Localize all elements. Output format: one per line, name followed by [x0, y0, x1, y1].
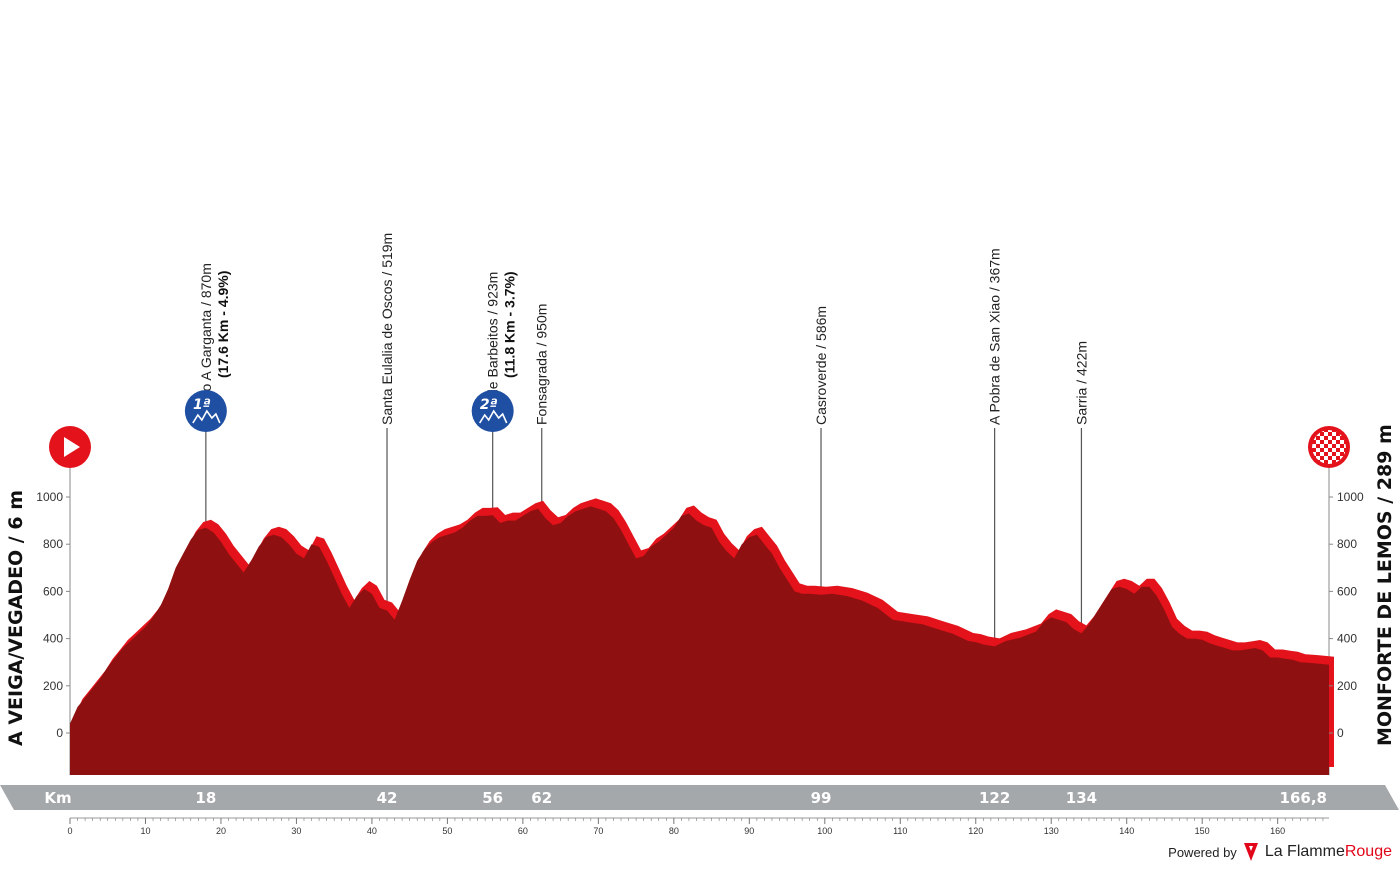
km-marker-label: 122 [979, 789, 1010, 807]
km-tick-label: 40 [367, 826, 377, 836]
km-tick-label: 30 [291, 826, 301, 836]
km-tick-label: 110 [893, 826, 907, 836]
waypoint-label: Alto de Barbeitos / 923m [485, 272, 501, 425]
altitude-tick-label-left: 800 [43, 537, 63, 551]
km-band-bar [0, 785, 1399, 810]
flame-logo-icon [1243, 843, 1258, 861]
powered-by-text: Powered by [1168, 844, 1237, 860]
km-tick-label: 130 [1044, 826, 1059, 836]
altitude-axes: 0 0 200 200 400 400 600 600 800 800 1000 1000 [36, 490, 1364, 740]
waypoint-climb-detail: (17.6 Km - 4.9%) [215, 271, 231, 378]
elevation-area [70, 498, 1334, 775]
waypoint-label: Fonsagrada / 950m [534, 304, 550, 425]
waypoint-labels: Puerto A Garganta / 870m (17.6 Km - 4.9%)… [198, 233, 1090, 425]
altitude-tick-label-right: 200 [1337, 679, 1357, 693]
mountain-icon [192, 409, 221, 424]
km-marker-label: 99 [811, 789, 832, 807]
km-tick-label: 80 [669, 826, 679, 836]
km-marker-label: 166,8 [1280, 789, 1327, 807]
brand-name[interactable]: La FlammeRouge [1264, 843, 1392, 860]
waypoint-label: A Pobra de San Xiao / 367m [987, 248, 1003, 425]
km-marker-label: 134 [1066, 789, 1097, 807]
altitude-tick-label-left: 200 [43, 679, 63, 693]
km-tick-label: 70 [593, 826, 603, 836]
start-town-label: A VEIGA/VEGADEO / 6 m [5, 490, 27, 746]
km-tick-label: 0 [67, 826, 72, 836]
km-marker-label: 42 [377, 789, 398, 807]
mountain-icon [479, 409, 508, 424]
elevation-fill [70, 506, 1329, 775]
altitude-tick-label-right: 600 [1337, 584, 1357, 598]
waypoint-climb-detail: (11.8 Km - 3.7%) [502, 271, 518, 378]
climb-category-label: 2ª [480, 397, 498, 413]
km-tick-label: 100 [817, 826, 832, 836]
km-ticks: 0 10 20 30 40 50 60 70 80 90 100 110 120 130 140 150 160 [67, 817, 1329, 836]
km-axis-title: Km [44, 789, 71, 807]
altitude-tick-label-right: 1000 [1337, 490, 1364, 504]
km-tick-label: 50 [442, 826, 452, 836]
waypoint-label: Sarria / 422m [1073, 341, 1089, 425]
altitude-tick-label-left: 600 [43, 584, 63, 598]
km-tick-label: 10 [140, 826, 150, 836]
km-tick-label: 150 [1195, 826, 1210, 836]
km-tick-label: 20 [216, 826, 226, 836]
km-marker-label: 56 [482, 789, 503, 807]
credit-line: Powered by La FlammeRouge [1168, 842, 1392, 862]
km-marker-label: 18 [195, 789, 216, 807]
altitude-tick-label-left: 400 [43, 632, 63, 646]
climb-category-badge [471, 390, 514, 432]
waypoint-label: Casroverde / 586m [813, 306, 829, 425]
km-marker-label: 62 [531, 789, 552, 807]
play-icon [64, 437, 80, 457]
waypoint-label: Santa Eulalia de Oscos / 519m [379, 233, 395, 425]
km-tick-label: 140 [1119, 826, 1134, 836]
altitude-tick-label-left: 0 [56, 726, 63, 740]
badges: 1ª 2ª [49, 390, 1350, 468]
altitude-tick-label-right: 400 [1337, 632, 1357, 646]
waypoint-label: Puerto A Garganta / 870m [198, 263, 214, 425]
altitude-tick-label-right: 800 [1337, 537, 1357, 551]
climb-category-label: 1ª [193, 397, 211, 413]
km-tick-label: 60 [518, 826, 528, 836]
climb-category-badge [184, 390, 227, 432]
checkered-flag-icon [1312, 430, 1346, 464]
km-tick-label: 160 [1270, 826, 1285, 836]
finish-town-label: MONFORTE DE LEMOS / 289 m [1374, 424, 1396, 746]
altitude-tick-label-left: 1000 [36, 490, 63, 504]
km-band: Km 18 42 56 62 99 122 134 166,8 [0, 785, 1399, 810]
km-tick-label: 90 [744, 826, 754, 836]
km-tick-label: 120 [968, 826, 983, 836]
altitude-tick-label-right: 0 [1337, 726, 1344, 740]
